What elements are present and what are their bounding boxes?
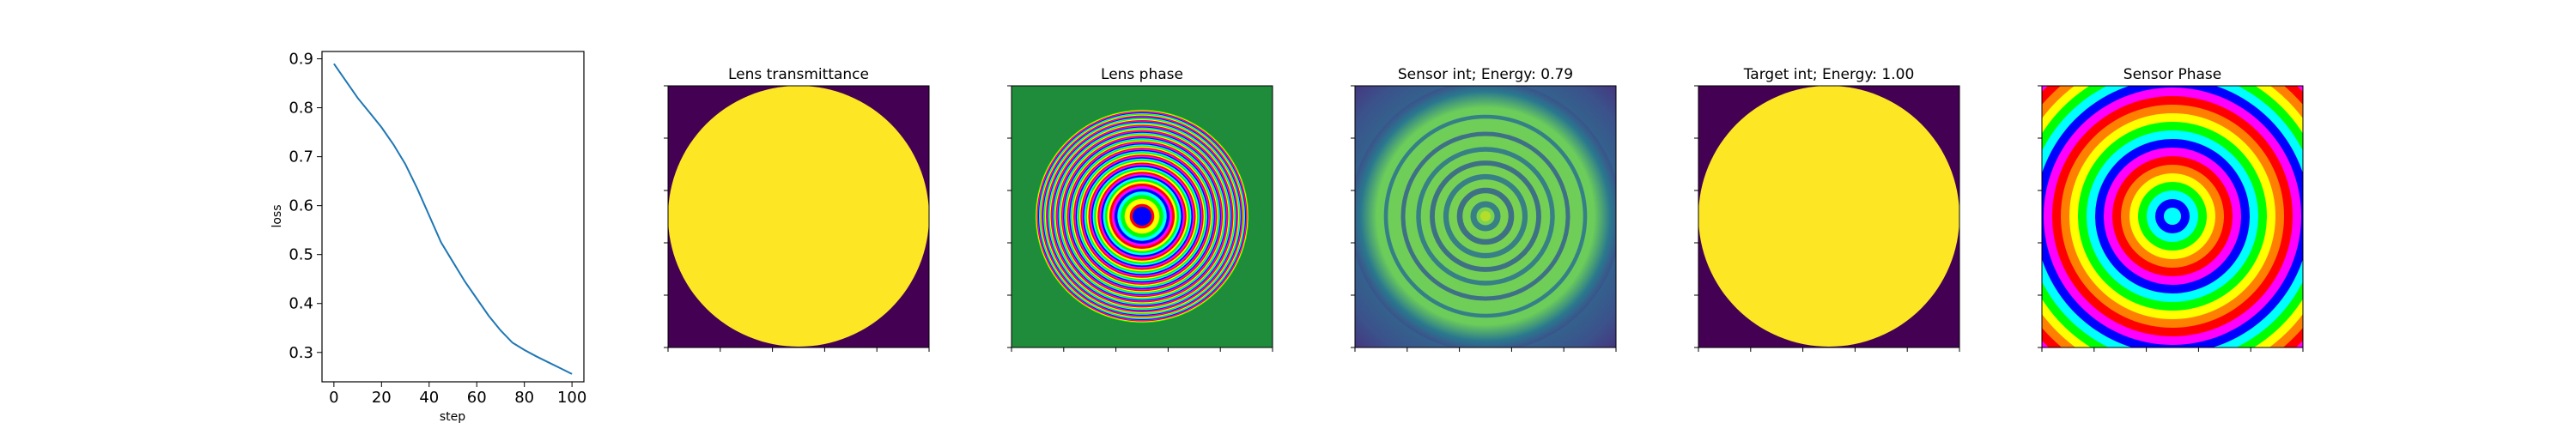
loss-x-axis-label: step: [440, 410, 465, 424]
sensor-intensity-ring: [1383, 114, 1588, 318]
sensor-intensity-ring: [1416, 147, 1555, 286]
sensor-intensity-title: Sensor int; Energy: 0.79: [1398, 66, 1573, 83]
loss-series-line: [333, 63, 573, 375]
lens-transmittance-panel: Lens transmittance: [667, 66, 930, 348]
sensor-intensity-rings: [1383, 114, 1588, 318]
sensor-phase-panel: Sensor Phase: [2041, 66, 2304, 348]
panel-frame: [667, 85, 930, 348]
lens-transmittance-title: Lens transmittance: [728, 66, 869, 83]
sensor-intensity-ring: [1443, 173, 1528, 259]
sensor-intensity-panel: Sensor int; Energy: 0.79: [1354, 66, 1617, 348]
sensor-intensity-ring: [1456, 187, 1515, 245]
sensor-phase-title: Sensor Phase: [2123, 66, 2221, 83]
x-tick-label: 60: [467, 389, 487, 407]
loss-y-ticks: 0.3 0.4 0.5 0.6 0.7 0.8 0.9: [289, 51, 322, 362]
panel-frame: [2041, 85, 2304, 348]
panel-frame: [1354, 85, 1617, 348]
lens-phase-panel: Lens phase: [1011, 66, 1273, 348]
loss-x-ticks: 0 20 40 60 80 100: [329, 382, 586, 407]
x-tick-label: 100: [557, 389, 586, 407]
target-intensity-title: Target int; Energy: 1.00: [1743, 66, 1915, 83]
sensor-intensity-ring: [1400, 131, 1571, 301]
sensor-intensity-ring: [1470, 201, 1501, 232]
sensor-intensity-ring: [1430, 160, 1541, 272]
y-tick-label: 0.3: [289, 344, 313, 362]
lens-phase-rings: [1035, 109, 1249, 323]
target-aperture: [1698, 86, 1959, 347]
x-tick-label: 20: [372, 389, 392, 407]
target-intensity-panel: Target int; Energy: 1.00: [1698, 66, 1960, 348]
panel-frame: [1011, 85, 1273, 348]
x-tick-label: 0: [329, 389, 338, 407]
x-tick-label: 40: [419, 389, 439, 407]
panel-frame: [1698, 85, 1960, 348]
y-tick-label: 0.8: [289, 100, 313, 118]
y-tick-label: 0.5: [289, 246, 313, 264]
transmittance-aperture: [668, 86, 929, 347]
sensor-intensity-peak: [1480, 211, 1491, 221]
y-tick-label: 0.9: [289, 51, 313, 69]
lens-phase-title: Lens phase: [1101, 66, 1183, 83]
lens-phase-center: [1133, 207, 1151, 226]
y-tick-label: 0.4: [289, 295, 313, 313]
panel-tick-marks: [664, 85, 2304, 352]
sensor-phase-rings: [2042, 86, 2303, 347]
loss-chart: 0 20 40 60 80 100 0.30.40.50.60.70.80.9 step …: [270, 51, 586, 424]
x-tick-label: 80: [514, 389, 534, 407]
loss-y-axis-label: loss: [270, 204, 284, 227]
y-tick-label: 0.6: [289, 197, 313, 215]
sensor-phase-center: [2164, 208, 2181, 225]
y-tick-label: 0.7: [289, 148, 313, 166]
